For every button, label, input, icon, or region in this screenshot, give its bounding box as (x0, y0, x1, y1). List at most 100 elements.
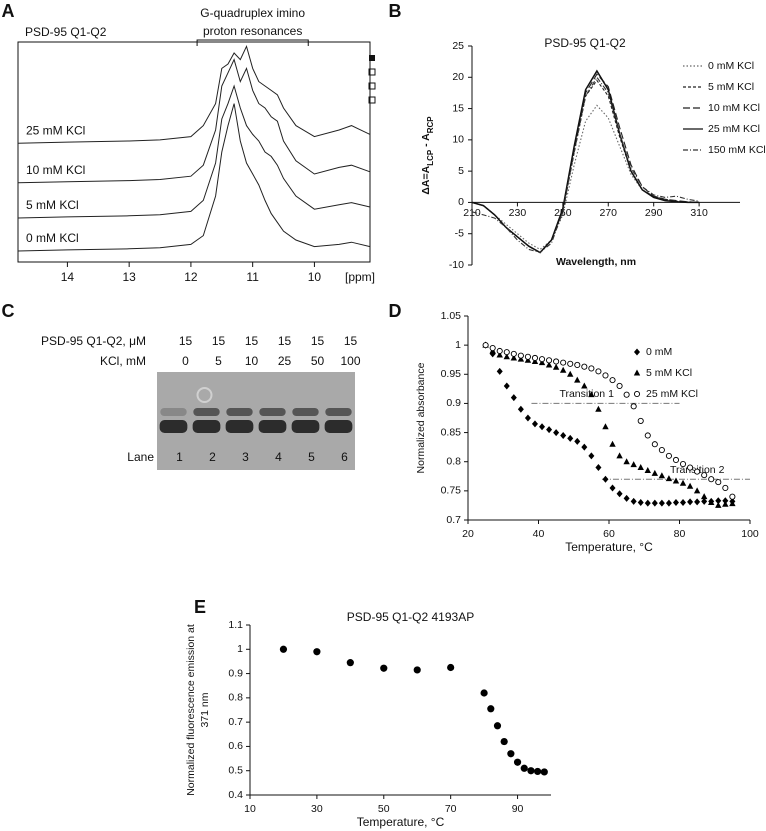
data-point (637, 464, 644, 471)
data-point (623, 458, 630, 465)
data-point (500, 737, 508, 746)
data-point (531, 354, 539, 362)
lane-number: 6 (341, 450, 348, 464)
data-point (729, 493, 736, 500)
data-point (708, 499, 715, 506)
gel-band (325, 408, 352, 416)
x-tick-label: 14 (61, 270, 75, 284)
data-point (616, 382, 623, 389)
legend-marker (633, 369, 641, 376)
data-point (517, 352, 524, 359)
gel-band (259, 408, 286, 416)
y-tick-label: 0.6 (228, 740, 243, 752)
y-tick-label: 0.9 (228, 667, 243, 679)
data-point (507, 750, 515, 758)
data-point (545, 361, 553, 368)
x-tick-label: 270 (600, 207, 618, 219)
y-axis-label: 371 nm (199, 692, 211, 727)
data-point (602, 372, 609, 379)
y-tick-label: 0 (458, 196, 464, 208)
data-point (687, 464, 694, 471)
gel-band (160, 408, 187, 416)
data-point (630, 461, 637, 468)
row-value: 0 (182, 354, 189, 368)
data-point (686, 482, 694, 489)
cd-line (471, 104, 700, 251)
data-point (651, 469, 659, 476)
data-point (510, 350, 517, 357)
series-label: 0 mM KCl (26, 231, 79, 245)
data-point (487, 705, 495, 713)
y-axis-label: Normalized fluorescence emission at (185, 624, 197, 796)
data-point (729, 500, 736, 507)
data-point (588, 452, 595, 460)
x-tick-label: 230 (509, 207, 527, 219)
row-value: 100 (340, 354, 360, 368)
x-tick-label: 90 (512, 803, 524, 815)
data-point (630, 497, 637, 505)
row-value: 15 (212, 334, 226, 348)
row-value: 25 (278, 354, 292, 368)
data-point (531, 420, 538, 428)
plot-frame (17, 41, 371, 263)
marker-box (368, 82, 376, 90)
marker-box (369, 55, 375, 61)
panel-letter: A (2, 1, 15, 21)
legend-marker (634, 348, 640, 356)
panel-letter: B (389, 1, 402, 21)
y-tick-label: 25 (452, 40, 464, 52)
legend-label: 10 mM KCl (708, 102, 760, 114)
data-point (553, 358, 560, 365)
series-label: 25 mM KCl (26, 123, 85, 137)
lane-number: 3 (242, 450, 249, 464)
lane-label: Lane (127, 450, 154, 464)
data-point (546, 426, 553, 434)
data-point (637, 499, 644, 507)
y-tick-label: 0.95 (441, 368, 462, 380)
x-tick-label: 210 (463, 207, 481, 219)
gel-band (225, 420, 254, 433)
marker-box (368, 96, 376, 104)
data-point (651, 499, 658, 507)
data-point (574, 361, 581, 369)
data-point (581, 382, 588, 389)
data-point (665, 452, 672, 459)
legend-label: 5 mM KCl (646, 367, 692, 379)
data-point (672, 499, 679, 507)
data-point (581, 443, 588, 451)
y-tick-label: 1 (237, 643, 243, 655)
data-point (715, 479, 722, 486)
data-point (630, 403, 637, 410)
y-axis-label-part: ΔA=A (420, 165, 432, 194)
data-point (517, 405, 524, 413)
y-axis-label-part: RCP (426, 116, 435, 134)
cd-line (471, 76, 700, 254)
data-point (496, 367, 503, 375)
gel-image (157, 372, 355, 470)
data-point (552, 363, 560, 370)
data-point (413, 666, 421, 674)
data-point (588, 391, 595, 398)
data-point (616, 490, 623, 498)
legend-label: 0 mM (646, 346, 672, 358)
legend-label: 0 mM KCl (708, 60, 754, 72)
legend-label: 25 mM KCl (646, 388, 698, 400)
y-tick-label: 1.05 (441, 310, 462, 322)
data-point (637, 417, 644, 424)
spectrum-line (17, 58, 371, 184)
data-point (609, 484, 616, 492)
data-point (701, 472, 708, 479)
y-axis-label: ΔA=ALCP - ARCP (420, 116, 435, 195)
gel-band (291, 420, 320, 433)
gel-band (159, 420, 188, 433)
data-point (658, 499, 665, 507)
data-point (567, 434, 574, 442)
bracket (196, 39, 309, 46)
gel-band (258, 420, 287, 433)
cd-line (471, 69, 700, 254)
data-point (672, 456, 680, 464)
data-point (694, 468, 701, 475)
data-point (609, 440, 616, 447)
legend-label: 25 mM KCl (708, 123, 760, 135)
